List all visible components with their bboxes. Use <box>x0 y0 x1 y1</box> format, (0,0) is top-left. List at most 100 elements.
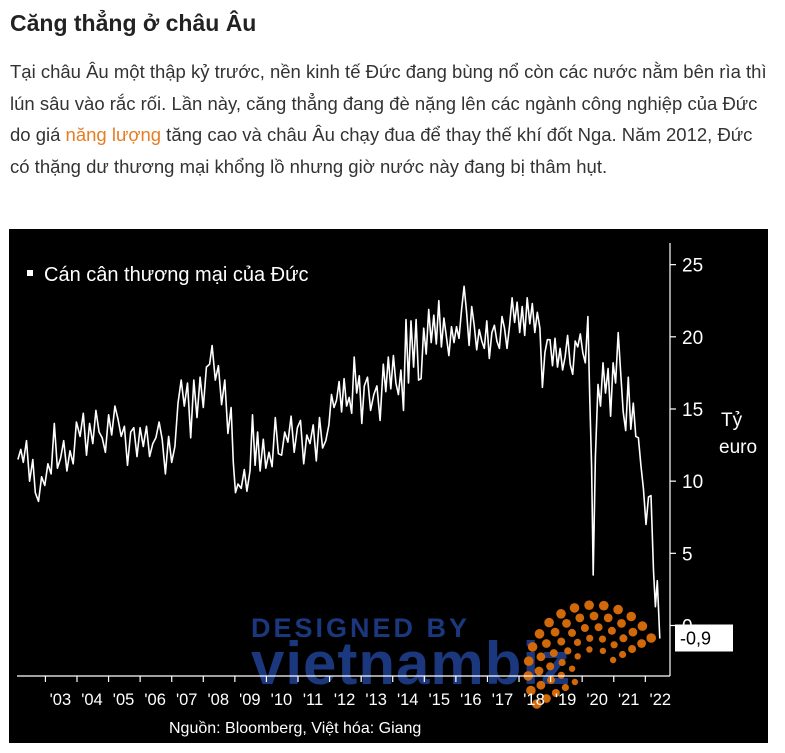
article-paragraph: Tại châu Âu một thập kỷ trước, nền kinh … <box>10 56 770 182</box>
article-heading: Căng thẳng ở châu Âu <box>10 10 257 36</box>
x-axis: '03 '04 '05 '06 '07 '08 '09 '10 '11 '12 '13 '14 '15 '… <box>17 675 672 709</box>
logo-dot <box>526 685 536 696</box>
x-tick-label: '04 <box>81 691 103 709</box>
logo-dot <box>598 635 607 643</box>
paragraph-text-before: Tại châu Âu một thập kỷ trước, nền kinh … <box>10 61 767 145</box>
logo-dot <box>637 639 646 648</box>
x-tick-label: '03 <box>50 691 72 709</box>
x-tick-label: '07 <box>176 691 198 709</box>
logo-dot <box>626 611 636 622</box>
logo-dot <box>534 666 544 676</box>
x-tick-label: '13 <box>365 691 387 709</box>
chart-svg: Cán cân thương mại của Đức DESIGNED BY v… <box>17 243 757 737</box>
x-tick-label: '19 <box>555 691 577 709</box>
logo-dot <box>646 633 656 643</box>
logo-dot <box>568 628 576 637</box>
logo-dot <box>544 617 554 628</box>
logo-dot <box>573 638 582 646</box>
logo-dot <box>571 678 579 686</box>
y-axis: 0510152025 <box>669 243 703 676</box>
watermark: DESIGNED BY vietnambiz <box>251 600 656 709</box>
y-tick-label: 10 <box>682 472 703 493</box>
logo-dot <box>562 619 571 628</box>
logo-dot <box>569 603 580 613</box>
x-tick-label: '22 <box>650 691 672 709</box>
y-tick-label: 20 <box>682 328 703 349</box>
logo-dot <box>610 641 618 649</box>
logo-dot <box>527 642 538 652</box>
logo-dot <box>550 627 560 637</box>
logo-dot <box>542 694 551 703</box>
x-tick-label: '17 <box>492 691 514 709</box>
logo-dot <box>586 634 594 642</box>
logo-dot <box>613 604 623 615</box>
x-tick-label: '10 <box>271 691 293 709</box>
y-tick-label: 5 <box>682 544 693 565</box>
y-unit-line1: Tỷ <box>721 410 743 431</box>
logo-dot <box>561 683 570 692</box>
logo-dot <box>557 671 565 679</box>
x-tick-label: '15 <box>429 691 451 709</box>
logo-dot <box>586 646 593 653</box>
logo-dot <box>603 613 613 623</box>
watermark-brand: vietnambiz <box>251 630 571 697</box>
x-tick-label: '05 <box>113 691 135 709</box>
trade-balance-chart: Cán cân thương mại của Đức DESIGNED BY v… <box>9 229 768 743</box>
logo-dot <box>534 629 545 639</box>
chart-source: Nguồn: Bloomberg, Việt hóa: Giang <box>169 720 421 737</box>
logo-dot <box>594 623 603 632</box>
legend-marker <box>27 270 33 276</box>
x-tick-label: '16 <box>460 691 482 709</box>
logo-dot <box>628 627 638 637</box>
logo-dot <box>558 658 566 667</box>
logo-dot <box>536 652 546 662</box>
logo-dot <box>637 621 648 631</box>
series-line <box>17 285 661 639</box>
x-tick-label: '08 <box>208 691 230 709</box>
x-tick-label: '11 <box>303 691 323 709</box>
logo-dot <box>556 609 566 619</box>
energy-link[interactable]: năng lượng <box>65 124 162 145</box>
logo-dot <box>557 637 566 646</box>
logo-dot <box>599 647 607 655</box>
x-tick-label: '18 <box>523 691 545 709</box>
logo-dot <box>580 624 589 632</box>
x-tick-label: '09 <box>239 691 261 709</box>
logo-dot <box>568 665 576 672</box>
paragraph-text-after: tăng cao và châu Âu chạy đua để thay thế… <box>10 124 753 177</box>
legend-label: Cán cân thương mại của Đức <box>44 264 308 286</box>
x-tick-label: '21 <box>618 691 640 709</box>
logo-dot <box>549 649 558 658</box>
y-unit-line2: euro <box>719 437 757 458</box>
watermark-logo-icon <box>523 600 656 709</box>
x-tick-label: '06 <box>144 691 166 709</box>
logo-dot <box>575 613 585 623</box>
x-tick-label: '20 <box>586 691 608 709</box>
logo-dot <box>619 634 628 643</box>
callout-box <box>675 624 733 652</box>
logo-dot <box>532 699 542 709</box>
logo-dot <box>617 619 626 628</box>
last-value-callout: -0,9 <box>675 624 733 652</box>
logo-dot <box>584 600 594 610</box>
logo-dot <box>546 662 555 671</box>
logo-dot <box>619 650 627 659</box>
logo-dot <box>542 639 551 648</box>
y-tick-label: 15 <box>682 400 703 421</box>
logo-dot <box>609 656 617 664</box>
logo-dot <box>564 647 572 655</box>
y-tick-label: 25 <box>682 256 703 277</box>
logo-dot <box>523 656 534 666</box>
logo-dot <box>607 626 616 635</box>
logo-dot <box>536 680 546 690</box>
callout-value: -0,9 <box>680 629 711 649</box>
x-tick-label: '12 <box>334 691 356 709</box>
x-tick-label: '14 <box>397 691 419 709</box>
logo-dot <box>551 689 560 697</box>
logo-dot <box>574 653 581 660</box>
logo-dot <box>628 645 637 653</box>
logo-dot <box>599 600 609 611</box>
watermark-designed-by: DESIGNED BY <box>251 613 470 643</box>
logo-dot <box>589 611 599 621</box>
